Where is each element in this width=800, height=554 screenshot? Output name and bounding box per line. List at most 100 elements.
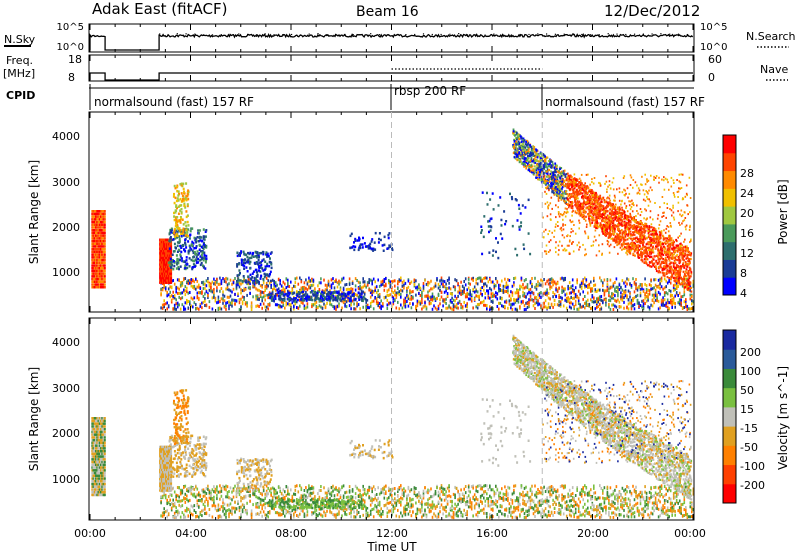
range-cell [97, 250, 100, 254]
range-cell [603, 215, 606, 218]
range-cell [204, 292, 206, 296]
range-cell [582, 290, 584, 294]
range-cell [351, 293, 354, 297]
range-cell [180, 232, 183, 235]
range-cell [428, 301, 431, 305]
range-cell [184, 289, 187, 293]
range-cell [100, 210, 102, 213]
range-cell [170, 281, 173, 284]
range-cell [525, 295, 527, 299]
range-cell [172, 267, 175, 271]
range-cell [388, 279, 390, 282]
range-cell [256, 295, 259, 299]
range-cell [321, 293, 324, 297]
range-cell [551, 182, 554, 186]
range-cell [342, 276, 345, 280]
range-cell [663, 259, 666, 262]
range-cell [92, 253, 95, 256]
range-cell [608, 291, 610, 295]
range-cell [668, 277, 671, 280]
range-cell [388, 288, 390, 292]
range-cell [184, 277, 187, 280]
range-cell [170, 266, 173, 269]
range-cell [665, 291, 667, 295]
range-cell [92, 256, 95, 259]
range-cell [201, 245, 204, 248]
range-cell [95, 277, 97, 281]
range-cell [443, 300, 446, 304]
range-cell [198, 252, 201, 255]
range-cell [499, 289, 502, 292]
range-cell [192, 266, 195, 269]
range-cell [639, 291, 642, 295]
range-cell [597, 202, 600, 205]
range-cell [469, 297, 471, 301]
range-cell [336, 296, 339, 299]
range-cell [528, 298, 530, 302]
nsearch-dot [396, 34, 398, 36]
range-cell [277, 305, 280, 309]
range-cell [198, 307, 200, 311]
range-cell [167, 261, 170, 264]
range-cell [382, 249, 385, 252]
range-cell [657, 255, 659, 259]
range-cell [248, 260, 251, 264]
range-cell [490, 295, 493, 299]
range-cell [170, 245, 173, 248]
range-cell [407, 279, 410, 283]
range-cell [357, 280, 360, 284]
range-cell [173, 282, 176, 286]
range-cell [505, 220, 508, 223]
range-cell [320, 277, 322, 281]
range-cell [96, 229, 99, 232]
range-cell [170, 276, 173, 280]
range-cell [258, 255, 260, 259]
range-cell [167, 287, 170, 291]
range-cell [254, 262, 257, 265]
nsky-line [89, 32, 694, 51]
range-cell [596, 302, 598, 306]
range-cell [372, 249, 375, 252]
range-cell [600, 279, 603, 283]
range-cell [663, 298, 666, 302]
range-cell [629, 295, 631, 299]
range-cell [193, 247, 196, 250]
range-cell [93, 248, 96, 251]
range-cell [458, 286, 461, 290]
range-cell [329, 295, 332, 299]
range-cell [400, 292, 402, 296]
range-cell [264, 260, 267, 263]
range-cell [189, 281, 191, 285]
range-cell [229, 294, 232, 298]
range-cell [522, 283, 524, 287]
range-cell [270, 299, 273, 302]
range-cell [428, 281, 431, 285]
range-cell [96, 277, 99, 281]
range-cell [421, 295, 423, 299]
range-cell [654, 278, 657, 282]
range-cell [546, 293, 548, 297]
range-cell [659, 306, 661, 310]
range-cell [541, 178, 544, 182]
range-cell [687, 260, 689, 263]
range-cell [603, 223, 605, 226]
range-cell [671, 255, 674, 258]
range-cell [615, 285, 618, 289]
range-cell [339, 293, 341, 296]
range-cell [198, 248, 201, 251]
range-cell [192, 297, 194, 301]
range-cell [345, 305, 348, 309]
range-cell [431, 287, 434, 291]
range-cell [690, 290, 693, 293]
range-cell [97, 283, 100, 286]
nsearch-dot [510, 34, 512, 36]
range-cell [294, 300, 297, 303]
range-cell [650, 284, 652, 288]
nsearch-dot [308, 33, 310, 35]
range-cell [348, 288, 351, 291]
range-cell [630, 301, 633, 305]
range-cell [470, 297, 473, 301]
range-cell [251, 254, 254, 257]
range-cell [314, 287, 316, 291]
range-cell [103, 220, 106, 224]
